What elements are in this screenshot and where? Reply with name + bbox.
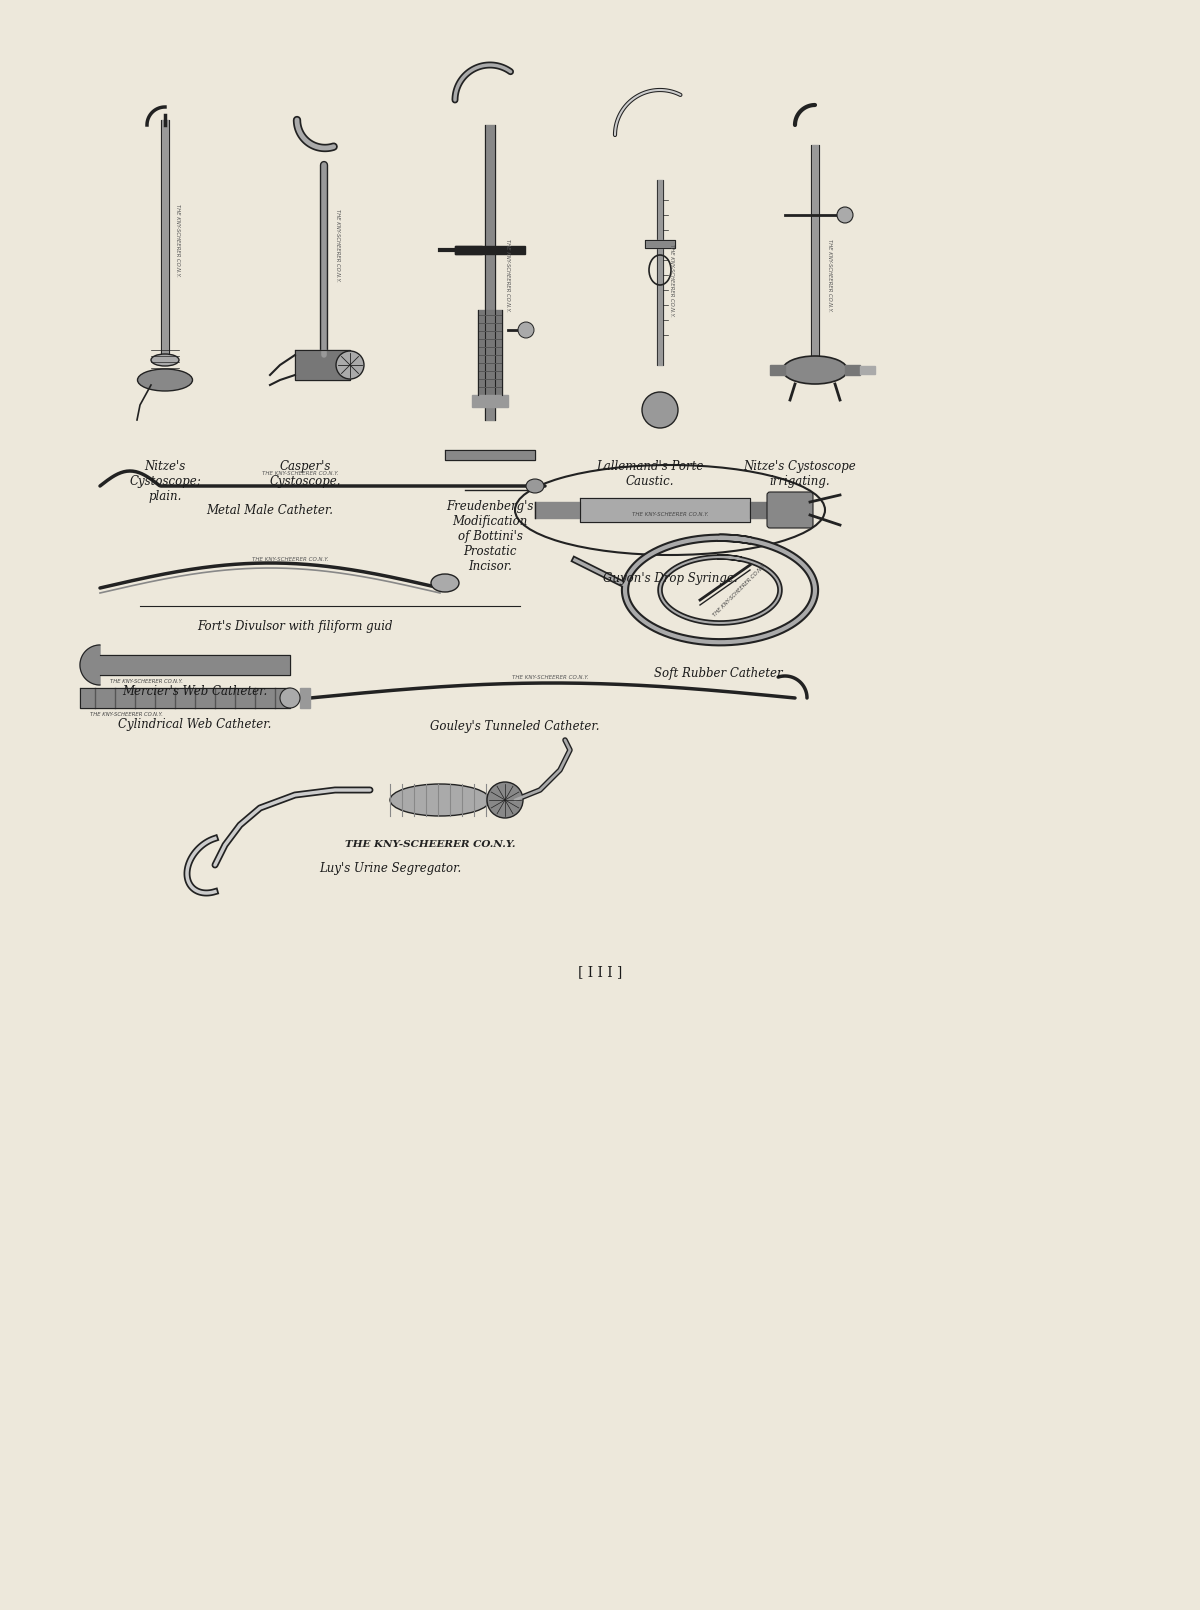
Circle shape [487, 782, 523, 818]
Text: THE KNY-SCHEERER CO.N.Y.: THE KNY-SCHEERER CO.N.Y. [505, 238, 510, 311]
Polygon shape [770, 365, 785, 375]
Text: Freudenberg's
Modification
of Bottini's
Prostatic
Incisor.: Freudenberg's Modification of Bottini's … [446, 501, 534, 573]
Text: Metal Male Catheter.: Metal Male Catheter. [206, 504, 334, 517]
Text: THE KNY-SCHEERER CO.N.Y.: THE KNY-SCHEERER CO.N.Y. [344, 840, 515, 848]
Text: Cylindrical Web Catheter.: Cylindrical Web Catheter. [119, 718, 271, 731]
Text: THE KNY-SCHEERER CO.N.Y.: THE KNY-SCHEERER CO.N.Y. [110, 679, 182, 684]
Ellipse shape [138, 369, 192, 391]
Ellipse shape [151, 354, 179, 365]
Text: Gouley's Tunneled Catheter.: Gouley's Tunneled Catheter. [431, 720, 600, 733]
Text: Casper's
Cystoscope.: Casper's Cystoscope. [269, 460, 341, 488]
Text: THE KNY-SCHEERER CO.N.Y.: THE KNY-SCHEERER CO.N.Y. [828, 238, 833, 311]
Polygon shape [300, 687, 310, 708]
Text: Nitze's Cystoscope
irrigating.: Nitze's Cystoscope irrigating. [744, 460, 857, 488]
Circle shape [336, 351, 364, 378]
Circle shape [518, 322, 534, 338]
Text: Luy's Urine Segregator.: Luy's Urine Segregator. [319, 861, 461, 874]
Text: THE KNY-SCHEERER CO.N.Y.: THE KNY-SCHEERER CO.N.Y. [262, 472, 338, 477]
Text: THE KNY-SCHEERER CO.N.Y.: THE KNY-SCHEERER CO.N.Y. [90, 712, 163, 716]
Text: THE KNY-SCHEERER CO.N.Y.: THE KNY-SCHEERER CO.N.Y. [336, 209, 341, 282]
Ellipse shape [526, 480, 544, 493]
Text: [ I I I ]: [ I I I ] [578, 964, 622, 979]
Text: Guyon's Drop Syringe.: Guyon's Drop Syringe. [602, 572, 737, 584]
Polygon shape [455, 246, 482, 254]
Circle shape [838, 208, 853, 224]
Polygon shape [646, 240, 674, 248]
Polygon shape [445, 451, 535, 460]
FancyBboxPatch shape [767, 493, 814, 528]
Text: THE KNY-SCHEERER CO.N.Y.: THE KNY-SCHEERER CO.N.Y. [252, 557, 329, 562]
Polygon shape [80, 646, 100, 684]
Ellipse shape [782, 356, 847, 385]
Polygon shape [455, 246, 526, 254]
Ellipse shape [280, 687, 300, 708]
Polygon shape [860, 365, 875, 374]
Circle shape [642, 391, 678, 428]
Text: Fort's Divulsor with filiform guid: Fort's Divulsor with filiform guid [197, 620, 392, 633]
Text: THE KNY-SCHEERER CO.N.Y.: THE KNY-SCHEERER CO.N.Y. [174, 203, 180, 277]
Polygon shape [295, 349, 350, 380]
Polygon shape [845, 365, 860, 375]
Text: THE KNY-SCHEERER CO.N.Y.: THE KNY-SCHEERER CO.N.Y. [511, 675, 588, 679]
Text: THE KNY-SCHEERER CO.N.Y.: THE KNY-SCHEERER CO.N.Y. [631, 512, 708, 517]
Text: Nitze's
Cystoscope;
plain.: Nitze's Cystoscope; plain. [130, 460, 200, 502]
Text: Lallemand's Porte
Caustic.: Lallemand's Porte Caustic. [596, 460, 703, 488]
Text: THE KNY-SCHEERER CO.N.Y.: THE KNY-SCHEERER CO.N.Y. [670, 243, 674, 317]
Polygon shape [472, 394, 508, 407]
Text: Soft Rubber Catheter.: Soft Rubber Catheter. [654, 667, 786, 681]
Ellipse shape [431, 575, 458, 592]
Text: THE KNY-SCHEERER CO.N.Y.: THE KNY-SCHEERER CO.N.Y. [713, 562, 768, 618]
Ellipse shape [390, 784, 490, 816]
Text: Mercier's Web Catheter.: Mercier's Web Catheter. [122, 684, 268, 699]
